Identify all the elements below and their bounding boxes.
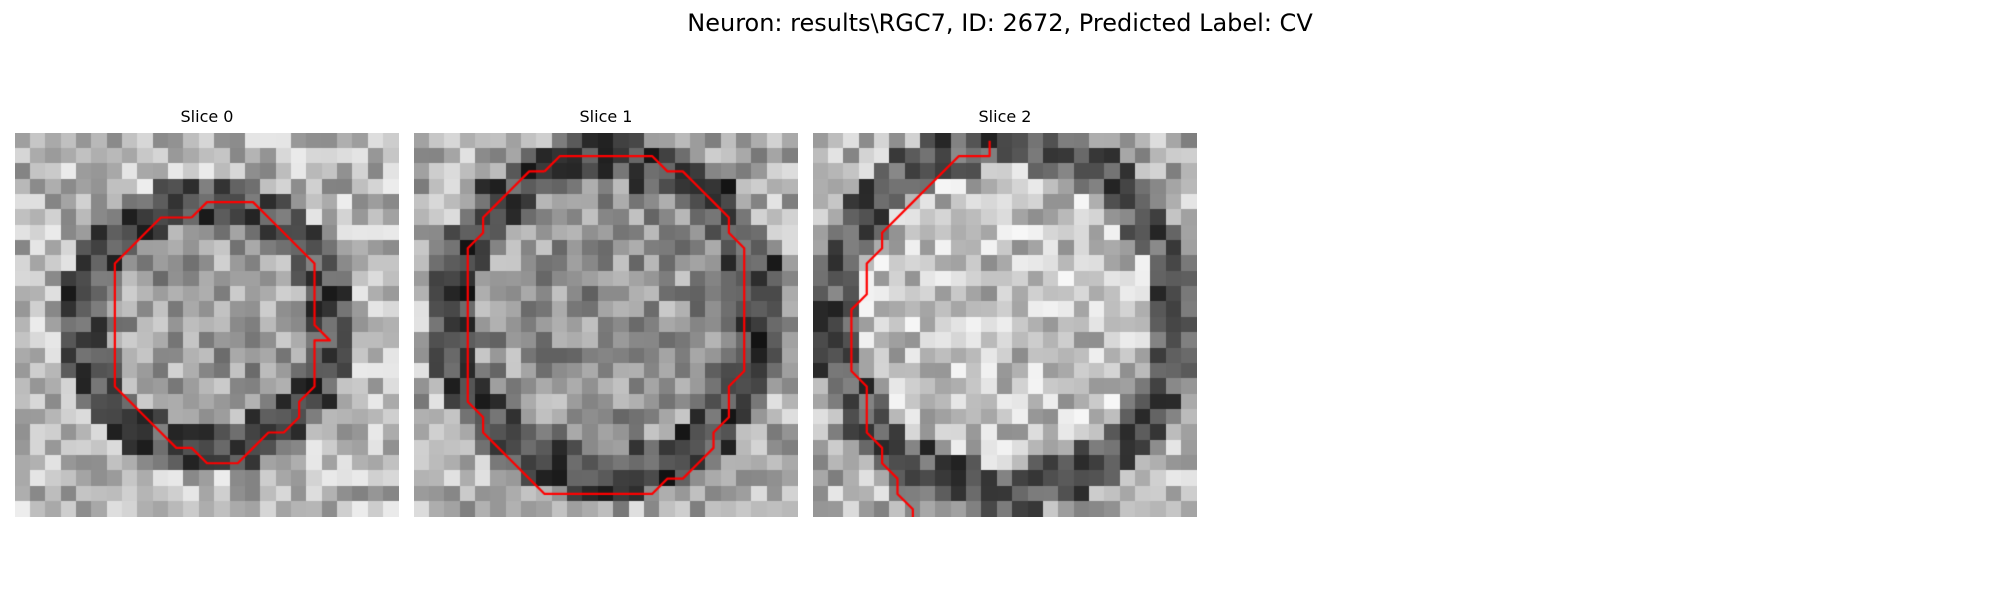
slice-image (15, 133, 399, 517)
slice-image (813, 133, 1197, 517)
slice-panel-0: Slice 0 (15, 107, 399, 517)
figure-title: Neuron: results\RGC7, ID: 2672, Predicte… (687, 9, 1313, 37)
slice-panel-1: Slice 1 (414, 107, 798, 517)
slice-panel-2: Slice 2 (813, 107, 1197, 517)
slice-title: Slice 2 (978, 107, 1032, 126)
slice-image (414, 133, 798, 517)
slice-title: Slice 0 (180, 107, 234, 126)
slice-title: Slice 1 (579, 107, 633, 126)
